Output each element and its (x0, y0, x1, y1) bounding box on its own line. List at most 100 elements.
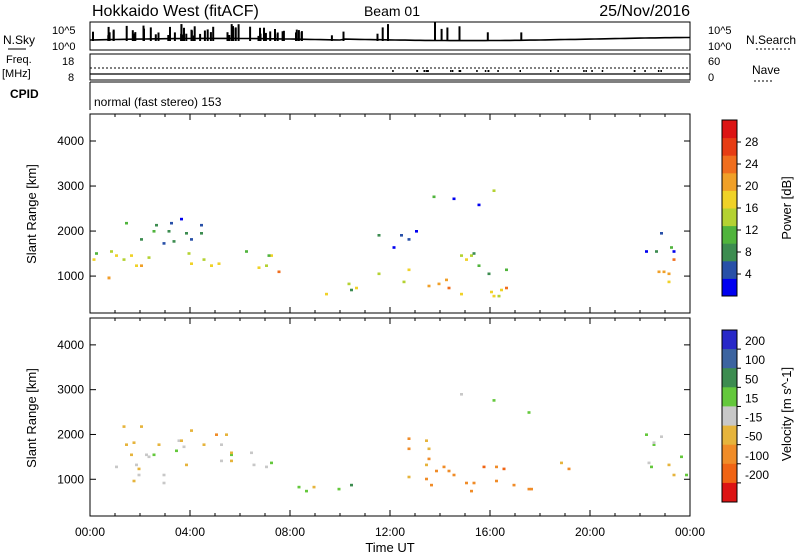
freq-dot (392, 70, 394, 72)
y-tick-label: 4000 (57, 338, 84, 352)
range-gate-cell (125, 221, 128, 225)
freq-dots (392, 70, 662, 72)
range-gate-cell (185, 463, 188, 467)
range-gate-cell (267, 254, 271, 257)
range-gate-cell (245, 250, 248, 253)
cpid-strip: CPID normal (fast stereo) 153 (10, 81, 690, 110)
freq-dot (427, 70, 429, 72)
range-gate-cell (107, 276, 111, 280)
power-frame (89, 113, 691, 314)
range-gate-cell (122, 425, 126, 428)
range-gate-cell (135, 463, 138, 467)
range-gate-cell (130, 254, 133, 257)
range-gate-cell (230, 459, 233, 463)
range-gate-cell (527, 411, 531, 414)
freq-frame (89, 53, 691, 81)
range-gate-cell (427, 284, 431, 288)
range-gate-cell (152, 230, 156, 233)
range-gate-cell (185, 232, 188, 235)
y-tick-label: 1000 (57, 269, 84, 283)
freq-tick-top: 18 (62, 56, 74, 68)
power-colorbar-tick-label: 28 (745, 135, 759, 149)
velocity-y-label: Slant Range [km] (24, 368, 39, 468)
range-gate-cell (115, 254, 118, 257)
velocity-colorbar-band (722, 387, 737, 407)
range-gate-cell (355, 286, 358, 290)
nsky-trace (89, 36, 690, 42)
velocity-colorbar-band (722, 425, 737, 446)
range-gate-cell (200, 223, 203, 227)
range-gate-cell (92, 258, 96, 261)
range-gate-cell (567, 467, 571, 471)
beam-label: Beam 01 (364, 3, 420, 19)
range-gate-cell (560, 461, 563, 465)
range-gate-cell (402, 280, 406, 284)
power-colorbar-band (722, 190, 737, 209)
range-gate-cell (465, 258, 468, 261)
nsearch-tick-top: 10^5 (708, 25, 732, 37)
range-gate-cell (137, 467, 141, 471)
range-gate-cell (172, 240, 176, 243)
power-colorbar-tick-label: 16 (745, 201, 759, 215)
range-gate-cell (145, 453, 148, 457)
velocity-colorbar-tick-label: 15 (745, 391, 759, 405)
range-gate-cell (182, 445, 186, 449)
range-gate-cell (162, 242, 166, 245)
range-gate-cell (407, 238, 411, 241)
range-gate-cell (652, 443, 656, 446)
range-gate-cell (202, 443, 206, 446)
cpid-label: CPID (10, 87, 39, 101)
nsky-tick-bottom: 10^0 (52, 41, 76, 53)
range-gate-cell (425, 439, 428, 442)
range-gate-cell (125, 443, 128, 446)
range-gate-cell (325, 292, 328, 296)
range-gate-cell (407, 447, 411, 451)
range-gate-cell (132, 441, 136, 444)
range-gate-cell (425, 463, 428, 467)
range-gate-cell (530, 487, 533, 491)
velocity-cells (115, 393, 688, 493)
velocity-colorbar-tick-label: -200 (745, 468, 769, 482)
velocity-colorbar: 200 100 50 15 -15 -50 -100 -200 Velocity [m s^-… (721, 329, 794, 503)
range-gate-cell (502, 467, 506, 471)
range-gate-cell (460, 254, 463, 257)
range-gate-cell (110, 250, 113, 253)
range-gate-cell (460, 292, 463, 296)
range-gate-cell (190, 429, 193, 432)
range-gate-cell (497, 294, 501, 298)
velocity-colorbar-bands (722, 330, 737, 503)
range-gate-cell (427, 457, 431, 461)
range-gate-cell (257, 266, 261, 269)
range-gate-cell (437, 282, 441, 286)
range-gate-cell (140, 264, 143, 267)
range-gate-cell (225, 433, 228, 436)
range-gate-cell (157, 443, 161, 446)
range-gate-cell (95, 252, 98, 255)
nsky-strip: N.Sky 10^5 10^0 10^5 10^0 N.Search (3, 21, 796, 53)
range-gate-cell (270, 254, 273, 257)
freq-dot (633, 70, 636, 72)
range-gate-cell (495, 479, 498, 483)
freq-unit-label: [MHz] (2, 68, 31, 80)
velocity-panel: 1000 2000 3000 4000 Slant Range [km] (24, 317, 691, 517)
freq-strip: Freq. [MHz] 18 8 60 0 Nave (2, 53, 780, 84)
time-axis-title: Time UT (365, 540, 414, 554)
velocity-colorbar-frame (721, 329, 738, 503)
x-tick-label: 08:00 (275, 525, 305, 539)
power-colorbar-ticks: 4 8 12 16 20 24 28 (737, 135, 759, 281)
range-gate-cell (505, 268, 508, 272)
range-gate-cell (137, 473, 141, 477)
freq-dot (557, 70, 559, 72)
range-gate-cell (407, 268, 411, 272)
range-gate-cell (487, 272, 491, 276)
freq-dot (660, 70, 662, 72)
range-gate-cell (667, 272, 671, 276)
freq-dot (416, 70, 418, 72)
range-gate-cell (230, 453, 233, 457)
range-gate-cell (347, 282, 351, 286)
velocity-colorbar-band (722, 349, 737, 369)
range-gate-cell (122, 258, 126, 261)
range-gate-cell (482, 465, 486, 469)
nave-tick-bottom: 0 (708, 72, 714, 84)
velocity-colorbar-tick-label: 100 (745, 353, 765, 367)
